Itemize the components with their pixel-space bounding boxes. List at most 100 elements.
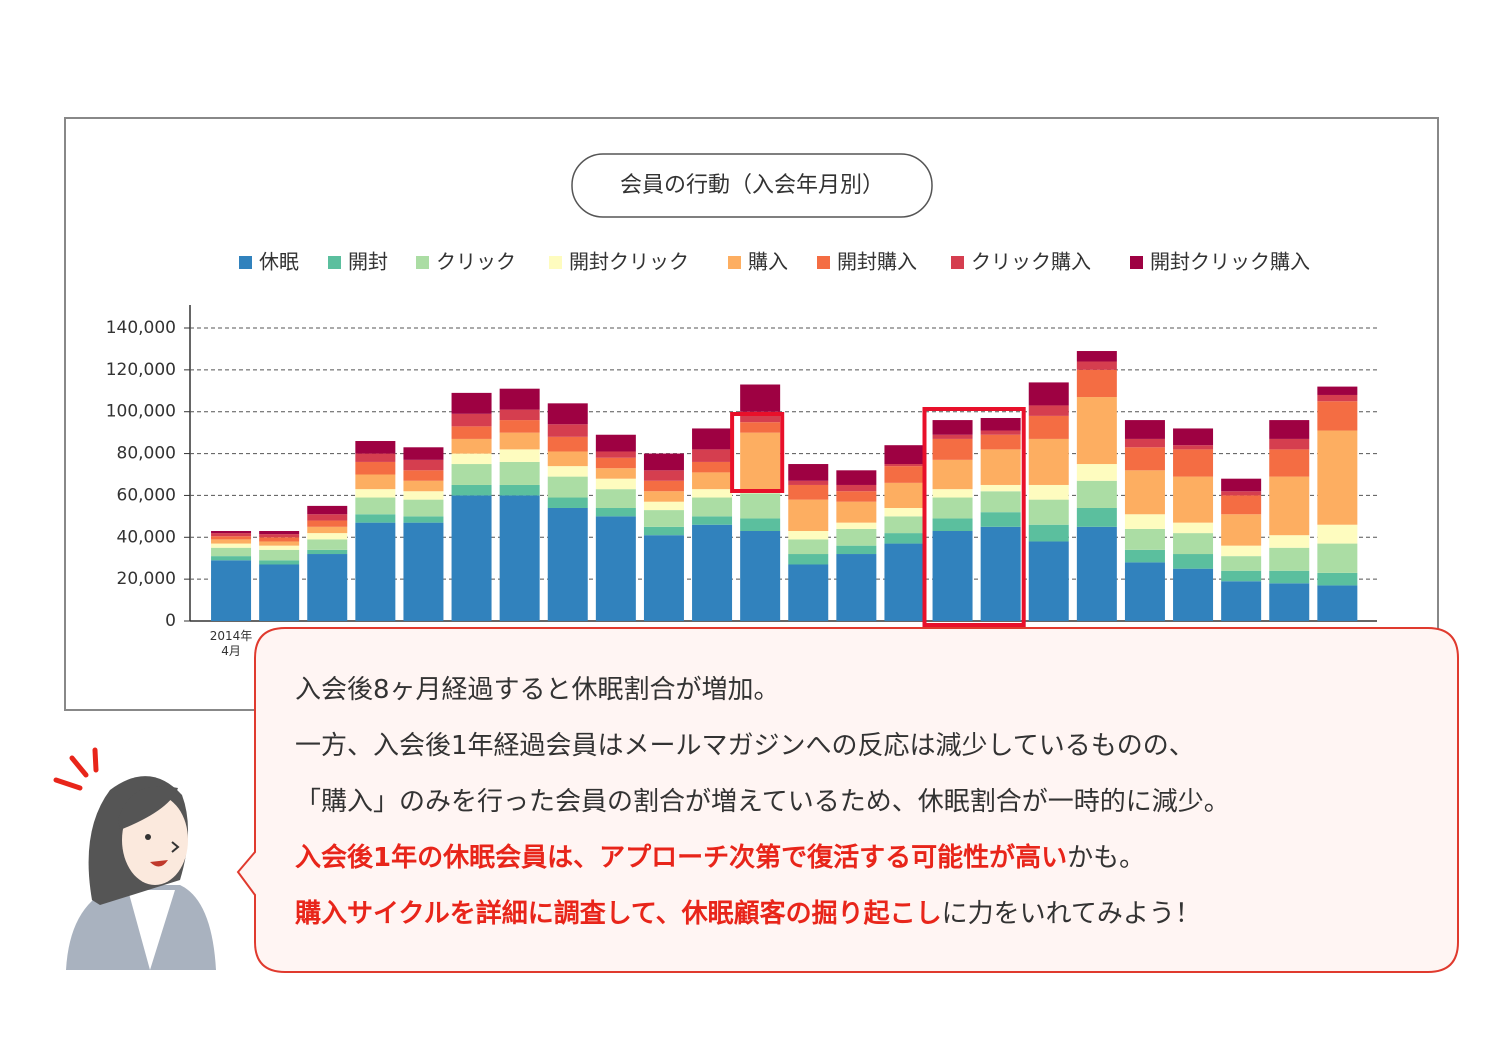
- legend-swatch: [239, 256, 252, 269]
- bar-segment: [451, 495, 492, 621]
- bar-segment: [643, 470, 684, 481]
- x-tick-label: 2014年 4月: [209, 629, 253, 658]
- bar-segment: [1221, 495, 1262, 515]
- bar-segment: [740, 493, 781, 519]
- bar-segment: [499, 409, 540, 421]
- body-text: かも。: [1067, 843, 1146, 873]
- bar-segment: [1028, 438, 1069, 485]
- bar-segment: [547, 424, 588, 437]
- bar-segment: [451, 438, 492, 454]
- bar-segment: [1173, 568, 1214, 621]
- bar-segment: [259, 560, 300, 565]
- bar-segment: [788, 464, 829, 481]
- bar-segment: [836, 501, 877, 523]
- legend-label: 購入: [748, 250, 788, 274]
- bar-segment: [403, 516, 444, 523]
- bar-segment: [307, 514, 348, 521]
- bar-segment: [547, 403, 588, 425]
- bar-segment: [980, 526, 1021, 621]
- bar-segment: [499, 420, 540, 433]
- bar-segment: [1221, 545, 1262, 557]
- bar-segment: [595, 451, 636, 458]
- y-tick-label: 100,000: [106, 402, 176, 422]
- legend-swatch: [817, 256, 830, 269]
- bar-segment: [403, 459, 444, 471]
- bar-segment: [643, 510, 684, 527]
- bar-segment: [451, 392, 492, 414]
- bar-segment: [692, 497, 733, 517]
- bar-segment: [836, 528, 877, 546]
- highlight-box: [730, 412, 785, 493]
- bar-segment: [1124, 528, 1165, 550]
- bar-segment: [595, 434, 636, 452]
- bar-segment: [884, 516, 925, 534]
- bar-segment: [1173, 533, 1214, 555]
- bar-segment: [547, 451, 588, 467]
- bar-segment: [259, 541, 300, 546]
- bar-segment: [1076, 464, 1117, 481]
- callout-text: 入会後8ヶ月経過すると休眠割合が増加。 一方、入会後1年経過会員はメールマガジンへ…: [255, 628, 1458, 972]
- bar-segment: [259, 549, 300, 561]
- highlight-box: [922, 407, 1026, 627]
- callout-line: 入会後8ヶ月経過すると休眠割合が増加。: [295, 672, 1458, 728]
- bar-segment: [1221, 556, 1262, 571]
- bar-segment: [403, 447, 444, 460]
- bar-segment: [211, 560, 252, 621]
- bar-segment: [1173, 522, 1214, 534]
- bar-segment: [259, 564, 300, 621]
- bar-segment: [788, 554, 829, 565]
- bar-segment: [884, 482, 925, 508]
- bar-segment: [211, 533, 252, 537]
- bar-segment: [1173, 428, 1214, 446]
- bar-segment: [692, 489, 733, 498]
- bar-segment: [692, 524, 733, 621]
- bar-segment: [836, 554, 877, 621]
- bar-segment: [1173, 554, 1214, 569]
- y-tick-label: 60,000: [117, 485, 176, 505]
- bar-segment: [643, 535, 684, 621]
- bar-segment: [547, 476, 588, 498]
- bar-segment: [403, 470, 444, 481]
- bar-segment: [259, 531, 300, 535]
- bar-segment: [1124, 514, 1165, 529]
- y-tick-label: 40,000: [117, 527, 176, 547]
- bar-segment: [355, 453, 396, 462]
- bar-segment: [1076, 397, 1117, 465]
- bar-segment: [307, 526, 348, 534]
- bar-segment: [1269, 583, 1310, 621]
- bar-segment: [1317, 585, 1358, 621]
- bar-segment: [499, 495, 540, 621]
- bar-segment: [355, 474, 396, 490]
- bar-segment: [307, 520, 348, 527]
- bar-segment: [836, 491, 877, 502]
- callout-line: 入会後1年の休眠会員は、アプローチ次第で復活する可能性が高いかも。: [295, 840, 1458, 896]
- bar-segment: [307, 539, 348, 550]
- bar-segment: [547, 436, 588, 452]
- bar-segment: [932, 420, 973, 435]
- bar-segment: [1269, 570, 1310, 584]
- bar-segment: [403, 499, 444, 517]
- bar-segment: [788, 499, 829, 532]
- bar-segment: [1317, 524, 1358, 544]
- bar-segment: [1028, 405, 1069, 416]
- bar-segment: [836, 484, 877, 492]
- bar-segment: [980, 484, 1021, 492]
- bar-segment: [836, 470, 877, 485]
- bar-segment: [1269, 476, 1310, 536]
- bar-segment: [980, 491, 1021, 513]
- body-text: 入会後8ヶ月経過すると休眠割合が増加。: [295, 675, 780, 705]
- bar-segment: [740, 432, 781, 492]
- bar-segment: [595, 507, 636, 517]
- bar-segment: [1317, 543, 1358, 573]
- bar-segment: [1076, 507, 1117, 527]
- chart-title: 会員の行動（入会年月別）: [620, 173, 884, 198]
- bar-segment: [211, 547, 252, 557]
- y-tick-label: 20,000: [117, 569, 176, 589]
- legend-label: 開封クリック: [569, 250, 689, 274]
- bar-segment: [1028, 415, 1069, 439]
- bar-segment: [307, 533, 348, 540]
- person-illustration: [53, 747, 216, 970]
- bar-segment: [932, 489, 973, 498]
- bar-segment: [355, 522, 396, 621]
